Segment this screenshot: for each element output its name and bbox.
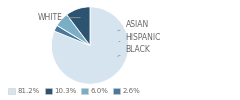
Wedge shape xyxy=(67,7,90,46)
Text: HISPANIC: HISPANIC xyxy=(119,32,161,42)
Text: WHITE: WHITE xyxy=(38,13,80,22)
Wedge shape xyxy=(51,7,129,84)
Wedge shape xyxy=(57,15,90,46)
Text: BLACK: BLACK xyxy=(118,45,150,56)
Text: ASIAN: ASIAN xyxy=(118,20,149,31)
Legend: 81.2%, 10.3%, 6.0%, 2.6%: 81.2%, 10.3%, 6.0%, 2.6% xyxy=(8,88,141,94)
Wedge shape xyxy=(54,25,90,46)
